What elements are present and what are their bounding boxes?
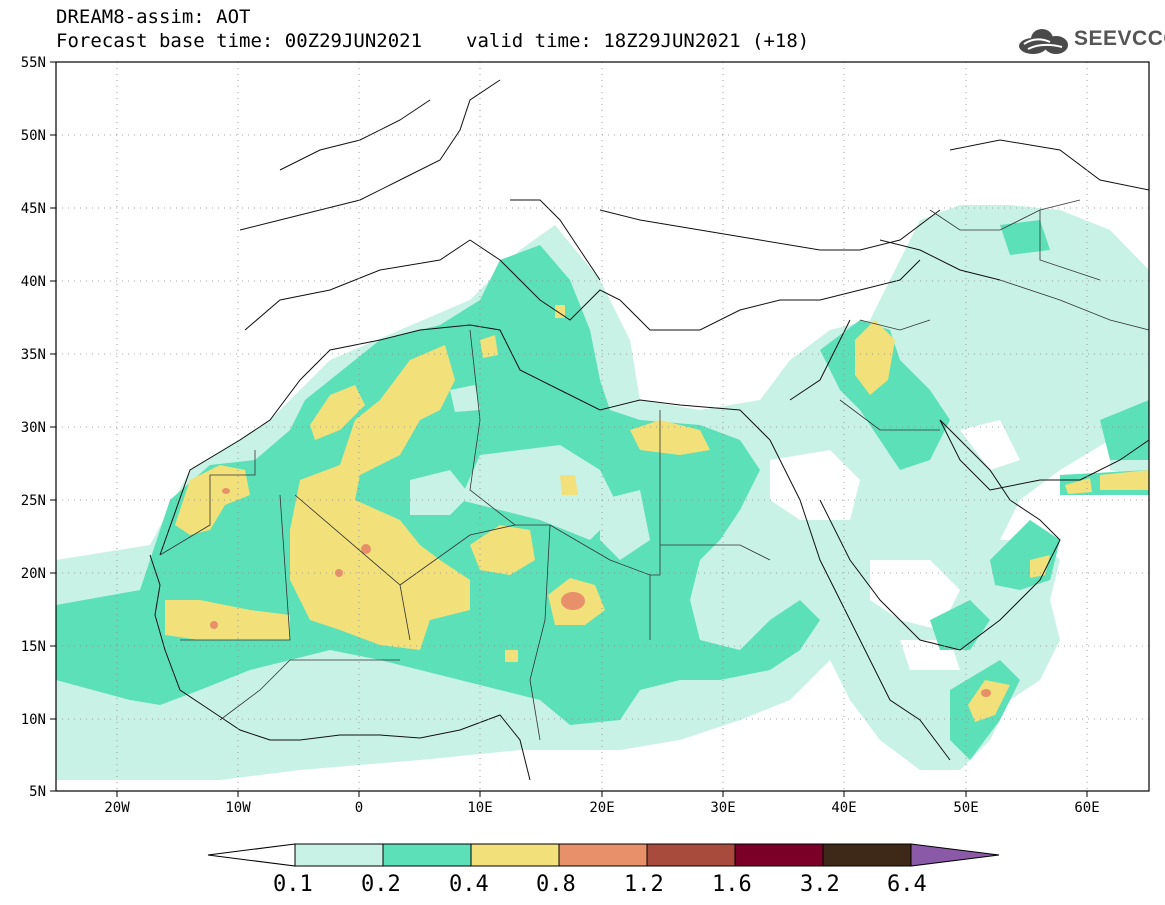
ticks <box>50 61 1088 797</box>
lon-label: 10E <box>467 800 492 816</box>
lat-label: 50N <box>21 128 46 144</box>
colorbar-label: 6.4 <box>887 872 927 897</box>
colorbar-arrow-left <box>207 843 296 867</box>
lon-label: 30E <box>710 800 735 816</box>
colorbar-segment <box>558 843 648 867</box>
aot-holes-light <box>410 385 650 560</box>
colorbar-arrow-right <box>910 843 1000 867</box>
logo-text: SEEVCCC <box>1074 27 1165 50</box>
lat-label: 10N <box>21 712 46 728</box>
lat-label: 5N <box>29 784 46 800</box>
colorbar-segment <box>734 843 824 867</box>
gridlines <box>56 62 1149 791</box>
lon-label: 40E <box>831 800 856 816</box>
lat-label: 25N <box>21 493 46 509</box>
colorbar-label: 3.2 <box>800 872 840 897</box>
lat-label: 30N <box>21 420 46 436</box>
colorbar-segment <box>382 843 472 867</box>
aot-level-orange <box>210 488 991 697</box>
lat-label: 40N <box>21 274 46 290</box>
colorbar-label: 0.2 <box>361 872 401 897</box>
base-time: Forecast base time: 00Z29JUN2021 <box>56 30 423 52</box>
lon-label: 0 <box>355 800 363 816</box>
lat-label: 45N <box>21 201 46 217</box>
borders <box>159 199 1149 741</box>
colorbar <box>207 843 1000 867</box>
colorbar-segment <box>646 843 736 867</box>
cloud-logo-icon <box>1019 29 1068 54</box>
lon-label: 10W <box>225 800 251 816</box>
lat-label: 35N <box>21 347 46 363</box>
aot-field <box>56 205 1149 780</box>
aot-level-yellow <box>165 305 1149 722</box>
lon-label: 20W <box>104 800 130 816</box>
colorbar-segment <box>294 843 384 867</box>
map-title: DREAM8-assim: AOT <box>56 6 251 28</box>
colorbar-label: 1.2 <box>624 872 664 897</box>
valid-time: valid time: 18Z29JUN2021 (+18) <box>466 30 810 52</box>
map-times: Forecast base time: 00Z29JUN2021 valid ti… <box>56 30 809 52</box>
colorbar-segment <box>822 843 912 867</box>
colorbar-segment <box>470 843 560 867</box>
colorbar-label: 0.4 <box>449 872 489 897</box>
colorbar-label: 1.6 <box>712 872 752 897</box>
lat-label: 15N <box>21 639 46 655</box>
lon-label: 20E <box>589 800 614 816</box>
lat-label: 20N <box>21 566 46 582</box>
lat-label: 55N <box>21 55 46 71</box>
lon-label: 50E <box>953 800 978 816</box>
lon-label: 60E <box>1074 800 1099 816</box>
colorbar-label: 0.1 <box>273 872 313 897</box>
colorbar-label: 0.8 <box>536 872 576 897</box>
